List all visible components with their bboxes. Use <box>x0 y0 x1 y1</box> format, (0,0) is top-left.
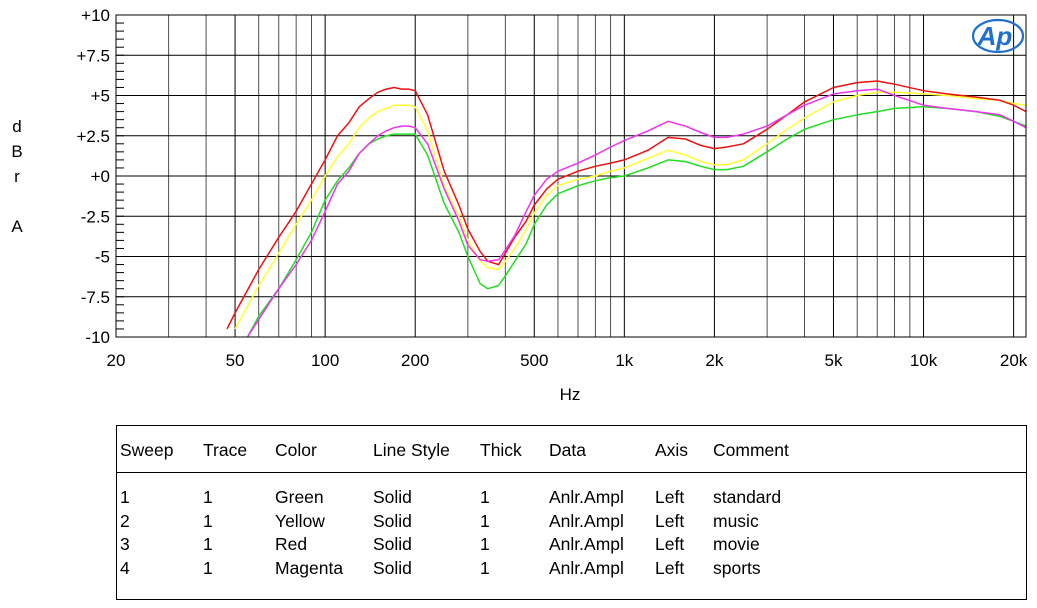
legend-cell-axis: Left <box>655 534 685 554</box>
x-axis-title: Hz <box>560 385 581 404</box>
legend-cell-data: Anlr.Ampl <box>549 487 624 507</box>
y-axis-tick-labels: +10 +7.5 +5 +2.5 +0 -2.5 -5 -7.5 -10 <box>76 6 110 347</box>
legend-cell-comment: music <box>713 510 759 531</box>
legend-cell-line-style: Solid <box>373 487 412 507</box>
series-line-4 <box>246 88 1027 338</box>
header-data: Data <box>549 440 586 460</box>
series-line-1 <box>246 106 1027 338</box>
legend-header-row: Sweep Trace Color Line Style Thick Data … <box>117 426 1026 473</box>
x-axis-tick-labels: 20 50 100 200 500 1k 2k 5k 10k 20k <box>107 351 1028 370</box>
plot-frame <box>115 14 1027 338</box>
legend-row: 1 1 Green Solid 1 Anlr.Ampl Left standard <box>117 487 1026 509</box>
header-comment: Comment <box>713 440 789 460</box>
legend-cell-line-style: Solid <box>373 510 412 531</box>
y-tick-label: -7.5 <box>81 288 110 307</box>
legend-cell-line-style: Solid <box>373 534 412 554</box>
y-axis-title-letter: B <box>11 142 23 161</box>
y-tick-label: +0 <box>91 167 110 186</box>
y-tick-label: +7.5 <box>76 46 110 65</box>
header-color: Color <box>275 440 317 460</box>
legend-cell-thick: 1 <box>480 510 490 531</box>
legend-cell-line-style: Solid <box>373 557 412 578</box>
y-tick-label: +2.5 <box>76 127 110 146</box>
legend-cell-sweep: 3 <box>120 534 130 554</box>
y-tick-label: -5 <box>95 248 110 267</box>
chart-series-group <box>226 80 1027 338</box>
legend-row: 4 1 Magenta Solid 1 Anlr.Ampl Left sports <box>117 558 1026 580</box>
legend-cell-comment: standard <box>713 487 782 507</box>
legend-cell-sweep: 4 <box>120 557 130 578</box>
legend-cell-axis: Left <box>655 557 685 578</box>
series-line-2 <box>234 91 1027 330</box>
x-tick-label: 5k <box>824 351 842 370</box>
y-tick-label: -10 <box>85 328 110 347</box>
sweep-legend-table: Sweep Trace Color Line Style Thick Data … <box>116 425 1027 600</box>
legend-cell-axis: Left <box>655 487 685 507</box>
y-tick-label: +10 <box>81 6 110 25</box>
legend-cell-sweep: 2 <box>120 510 130 531</box>
audio-precision-logo-icon: Ap <box>971 18 1025 54</box>
legend-cell-axis: Left <box>655 510 685 531</box>
legend-cell-trace: 1 <box>203 534 213 554</box>
header-thick: Thick <box>480 440 522 460</box>
x-tick-label: 50 <box>226 351 245 370</box>
legend-row: 2 1 Yellow Solid 1 Anlr.Ampl Left music <box>117 511 1026 533</box>
legend-cell-data: Anlr.Ampl <box>549 534 624 554</box>
x-tick-label: 20 <box>107 351 126 370</box>
legend-cell-thick: 1 <box>480 557 490 578</box>
series-line-3 <box>226 80 1027 330</box>
legend-row: 3 1 Red Solid 1 Anlr.Ampl Left movie <box>117 534 1026 556</box>
x-tick-label: 2k <box>705 351 723 370</box>
legend-cell-sweep: 1 <box>120 487 130 507</box>
header-sweep: Sweep <box>120 440 174 460</box>
legend-cell-color: Green <box>275 487 324 507</box>
header-axis: Axis <box>655 440 689 460</box>
y-axis-minor-ticks <box>116 14 124 338</box>
x-tick-label: 10k <box>910 351 938 370</box>
legend-cell-comment: sports <box>713 557 761 578</box>
x-tick-label: 200 <box>401 351 429 370</box>
frequency-response-chart: 20 50 100 200 500 1k 2k 5k 10k 20k +10+7.5+5+2.5+… <box>76 6 1028 404</box>
legend-cell-thick: 1 <box>480 487 490 507</box>
header-line-style: Line Style <box>373 440 450 460</box>
legend-cell-data: Anlr.Ampl <box>549 510 624 531</box>
legend-cell-trace: 1 <box>203 557 213 578</box>
x-tick-label: 20k <box>1000 351 1028 370</box>
y-axis-title-letter: r <box>14 167 20 186</box>
y-axis-title-letter: A <box>11 217 23 236</box>
legend-cell-color: Red <box>275 534 308 554</box>
header-trace: Trace <box>203 440 248 460</box>
chart-major-gridlines <box>115 14 1026 338</box>
legend-cell-data: Anlr.Ampl <box>549 557 624 578</box>
logo-text: Ap <box>977 21 1013 51</box>
legend-cell-thick: 1 <box>480 534 490 554</box>
legend-cell-trace: 1 <box>203 487 213 507</box>
legend-cell-color: Magenta <box>275 557 344 578</box>
y-tick-label: +5 <box>91 87 110 106</box>
y-tick-label: -2.5 <box>81 207 110 226</box>
y-axis-title-letter: d <box>12 117 22 136</box>
legend-cell-comment: movie <box>713 534 760 554</box>
legend-cell-color: Yellow <box>275 510 325 531</box>
x-tick-label: 1k <box>615 351 633 370</box>
x-tick-label: 500 <box>520 351 548 370</box>
legend-cell-trace: 1 <box>203 510 213 531</box>
x-tick-label: 100 <box>311 351 339 370</box>
